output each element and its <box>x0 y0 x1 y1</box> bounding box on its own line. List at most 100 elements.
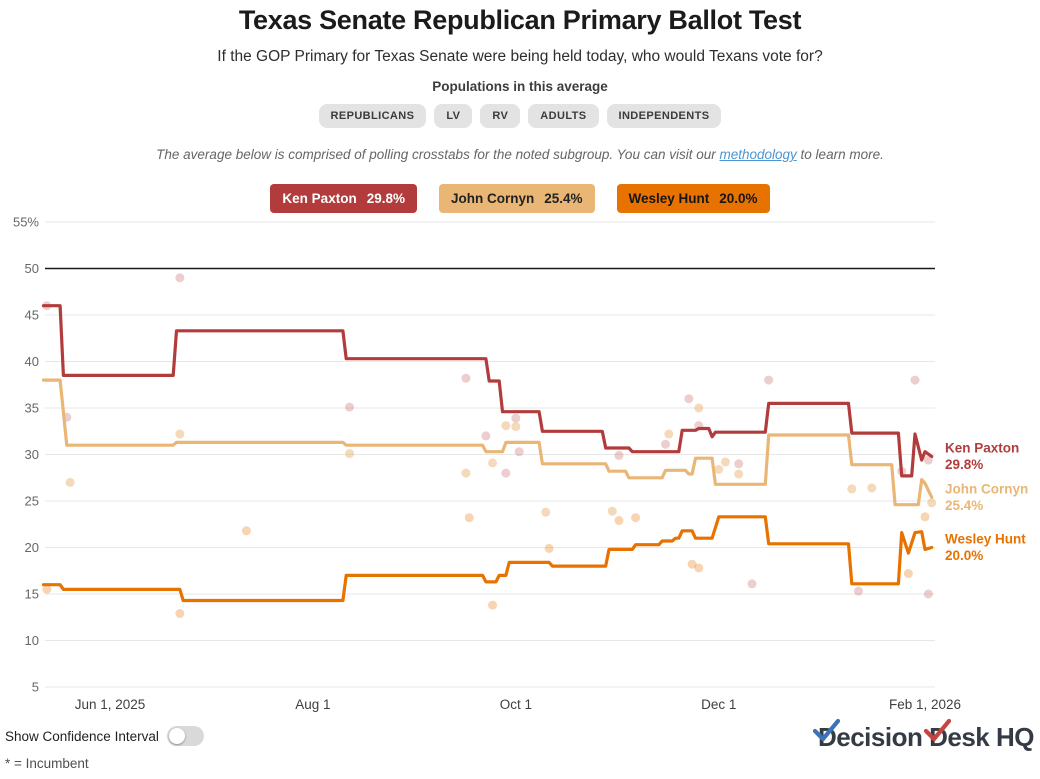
poll-dot[interactable] <box>544 543 554 553</box>
legend-value: 29.8% <box>366 191 405 206</box>
poll-dot[interactable] <box>175 273 185 283</box>
series-line-john-cornyn[interactable] <box>41 378 934 507</box>
poll-dot[interactable] <box>488 458 498 468</box>
legend-value: 25.4% <box>544 191 583 206</box>
poll-dot[interactable] <box>42 584 52 594</box>
poll-dot[interactable] <box>514 447 524 457</box>
poll-dot[interactable] <box>853 586 863 596</box>
poll-dot[interactable] <box>664 429 674 439</box>
series-end-label-john-cornyn: John Cornyn 25.4% <box>945 481 1028 513</box>
y-axis-tick-label: 20 <box>25 540 39 555</box>
poll-dot[interactable] <box>511 413 521 423</box>
y-axis-tick-label: 45 <box>25 308 39 323</box>
poll-dot[interactable] <box>903 569 913 579</box>
series-end-name: Wesley Hunt <box>945 532 1026 547</box>
poll-dot[interactable] <box>764 375 774 385</box>
poll-dot[interactable] <box>734 469 744 479</box>
poll-dot[interactable] <box>910 375 920 385</box>
y-axis-tick-label: 30 <box>25 447 39 462</box>
poll-dot[interactable] <box>501 468 511 478</box>
y-axis-tick-label: 50 <box>25 261 39 276</box>
populations-heading: Populations in this average <box>432 79 608 94</box>
legend-chip-wesley-hunt[interactable]: Wesley Hunt 20.0% <box>616 184 770 213</box>
poll-dot[interactable] <box>847 484 857 494</box>
y-axis-tick-label: 25 <box>25 494 39 509</box>
population-pill-adults[interactable]: ADULTS <box>528 104 599 128</box>
legend-chip-john-cornyn[interactable]: John Cornyn 25.4% <box>438 184 595 213</box>
poll-dot[interactable] <box>923 589 933 599</box>
methodology-prefix: The average below is comprised of pollin… <box>156 147 720 162</box>
poll-dot[interactable] <box>241 526 251 536</box>
x-axis-tick-label: Aug 1 <box>295 697 330 712</box>
y-axis-tick-label: 10 <box>25 633 39 648</box>
legend-name: Ken Paxton <box>282 191 357 206</box>
poll-dot[interactable] <box>464 513 474 523</box>
poll-dot[interactable] <box>714 464 724 474</box>
poll-dot[interactable] <box>488 600 498 610</box>
poll-dot[interactable] <box>65 477 75 487</box>
poll-dot[interactable] <box>345 402 355 412</box>
poll-dot[interactable] <box>747 579 757 589</box>
poll-dot[interactable] <box>345 449 355 459</box>
series-end-value: 20.0% <box>945 548 983 563</box>
legend-chip-ken-paxton[interactable]: Ken Paxton 29.8% <box>270 184 417 213</box>
series-end-label-ken-paxton: Ken Paxton 29.8% <box>945 440 1019 472</box>
methodology-suffix: to learn more. <box>796 147 884 162</box>
y-axis-tick-label: 5 <box>32 680 39 695</box>
poll-dot[interactable] <box>734 459 744 469</box>
series-end-name: Ken Paxton <box>945 440 1019 455</box>
confidence-toggle-switch[interactable] <box>166 726 204 746</box>
population-pill-independents[interactable]: INDEPENDENTS <box>606 104 722 128</box>
x-axis-tick-label: Jun 1, 2025 <box>75 697 146 712</box>
logo-letter-d2: D <box>923 718 952 753</box>
confidence-interval-control: Show Confidence Interval <box>5 726 204 746</box>
poll-dot[interactable] <box>927 498 937 508</box>
poll-dot[interactable] <box>614 450 624 460</box>
poll-dot[interactable] <box>501 421 511 431</box>
poll-dot[interactable] <box>461 468 471 478</box>
population-pill-lv[interactable]: LV <box>434 104 473 128</box>
legend-name: John Cornyn <box>450 191 535 206</box>
y-axis-tick-label: 55% <box>13 215 39 230</box>
blue-check-icon <box>812 718 840 742</box>
poll-dot[interactable] <box>694 403 704 413</box>
incumbent-note: * = Incumbent <box>5 756 89 771</box>
legend-name: Wesley Hunt <box>628 191 710 206</box>
poll-dot[interactable] <box>614 516 624 526</box>
series-line-ken-paxton[interactable] <box>41 304 934 478</box>
poll-dot[interactable] <box>175 429 185 439</box>
poll-dot[interactable] <box>684 394 694 404</box>
confidence-toggle-label: Show Confidence Interval <box>5 728 159 744</box>
legend-value: 20.0% <box>719 191 758 206</box>
series-end-name: John Cornyn <box>945 481 1028 496</box>
poll-dot[interactable] <box>461 373 471 383</box>
poll-dot[interactable] <box>631 513 641 523</box>
candidate-legend: Ken Paxton 29.8% John Cornyn 25.4% Wesley … <box>0 184 1040 213</box>
toggle-knob <box>168 728 185 744</box>
poll-dot[interactable] <box>867 483 877 493</box>
poll-dot[interactable] <box>923 455 933 465</box>
series-line-wesley-hunt[interactable] <box>41 515 934 603</box>
poll-dot[interactable] <box>694 563 704 573</box>
page-title: Texas Senate Republican Primary Ballot T… <box>238 5 802 35</box>
poll-dot[interactable] <box>920 512 930 522</box>
x-axis-tick-label: Feb 1, 2026 <box>889 697 961 712</box>
population-pill-republicans[interactable]: REPUBLICANS <box>318 104 427 128</box>
poll-dot[interactable] <box>687 559 697 569</box>
methodology-link[interactable]: methodology <box>719 147 797 162</box>
poll-dot[interactable] <box>607 506 617 516</box>
poll-dot[interactable] <box>511 422 521 432</box>
poll-dot[interactable] <box>481 431 491 441</box>
poll-dot[interactable] <box>541 507 551 517</box>
population-pill-rv[interactable]: RV <box>480 104 521 128</box>
poll-dot[interactable] <box>175 609 185 619</box>
red-check-icon <box>923 718 952 742</box>
methodology-note: The average below is comprised of pollin… <box>0 147 1040 162</box>
poll-dot[interactable] <box>720 457 730 467</box>
x-axis-tick-label: Dec 1 <box>701 697 736 712</box>
poll-dot[interactable] <box>661 439 671 449</box>
